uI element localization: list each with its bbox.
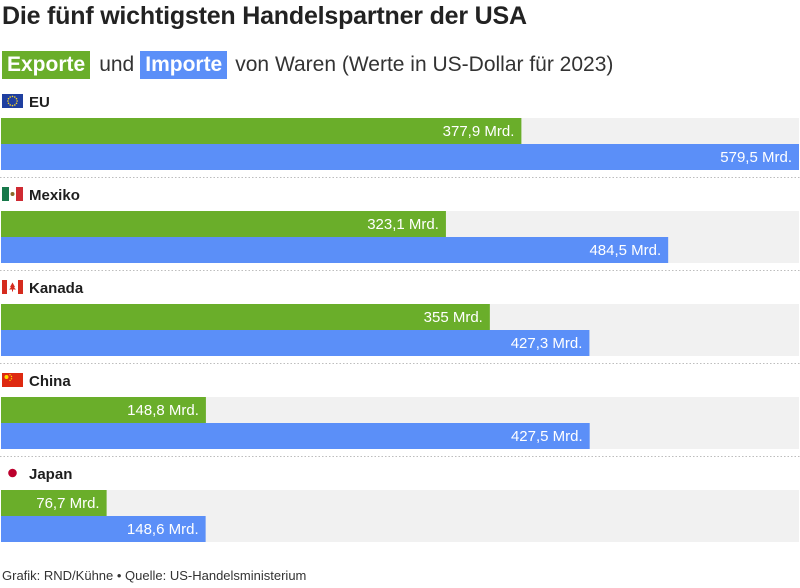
subtitle-connector: und [99,53,135,76]
export-bar [1,490,107,516]
import-value-label: 579,5 Mrd. [720,149,792,166]
category-group: Kanada 355 Mrd. 427,3 Mrd. [0,280,800,364]
export-bar [1,304,490,330]
category-group: Mexiko 323,1 Mrd. 484,5 Mrd. [0,187,800,271]
category-label: EU [29,94,50,111]
export-bar [1,397,206,423]
chart-title: Die fünf wichtigsten Handelspartner der … [2,2,527,30]
chart-source: Grafik: RND/Kühne • Quelle: US-Handelsmi… [2,568,307,583]
bar-track [1,490,799,516]
legend-imports: Importe [140,51,228,79]
export-value-label: 323,1 Mrd. [367,216,439,233]
category-group: China 148,8 Mrd. 427,5 Mrd. [0,373,800,457]
export-value-label: 148,8 Mrd. [127,402,199,419]
category-label: Kanada [29,280,84,297]
category-label: China [29,373,71,390]
import-value-label: 148,6 Mrd. [127,521,199,538]
subtitle-description: von Waren (Werte in US-Dollar für 2023) [235,53,614,76]
import-bar [1,144,799,170]
import-bar [1,423,590,449]
export-bar [1,211,446,237]
category-label: Mexiko [29,187,80,204]
import-bar [1,330,590,356]
export-value-label: 377,9 Mrd. [443,123,515,140]
import-value-label: 484,5 Mrd. [589,242,661,259]
export-value-label: 355 Mrd. [424,309,483,326]
canada-flag-icon [2,280,23,294]
japan-flag-icon [2,466,23,480]
import-bar [1,237,669,263]
export-value-label: 76,7 Mrd. [36,495,99,512]
category-group: Japan 76,7 Mrd. 148,6 Mrd. [1,466,799,542]
import-value-label: 427,3 Mrd. [511,335,583,352]
category-group: EU 377,9 Mrd. 579,5 Mrd. [0,94,800,178]
import-bar [1,516,206,542]
legend-exports: Exporte [2,51,91,79]
mexico-flag-icon [2,187,23,201]
import-value-label: 427,5 Mrd. [511,428,583,445]
chart-subtitle: Exporte und Importe von Waren (Werte in … [2,51,619,79]
eu-flag-icon [2,94,23,108]
bar-chart: EU 377,9 Mrd. 579,5 Mrd. Mexiko 323,1 Mrd. 48… [0,94,800,542]
category-label: Japan [29,466,72,483]
china-flag-icon [2,373,23,387]
export-bar [1,118,522,144]
